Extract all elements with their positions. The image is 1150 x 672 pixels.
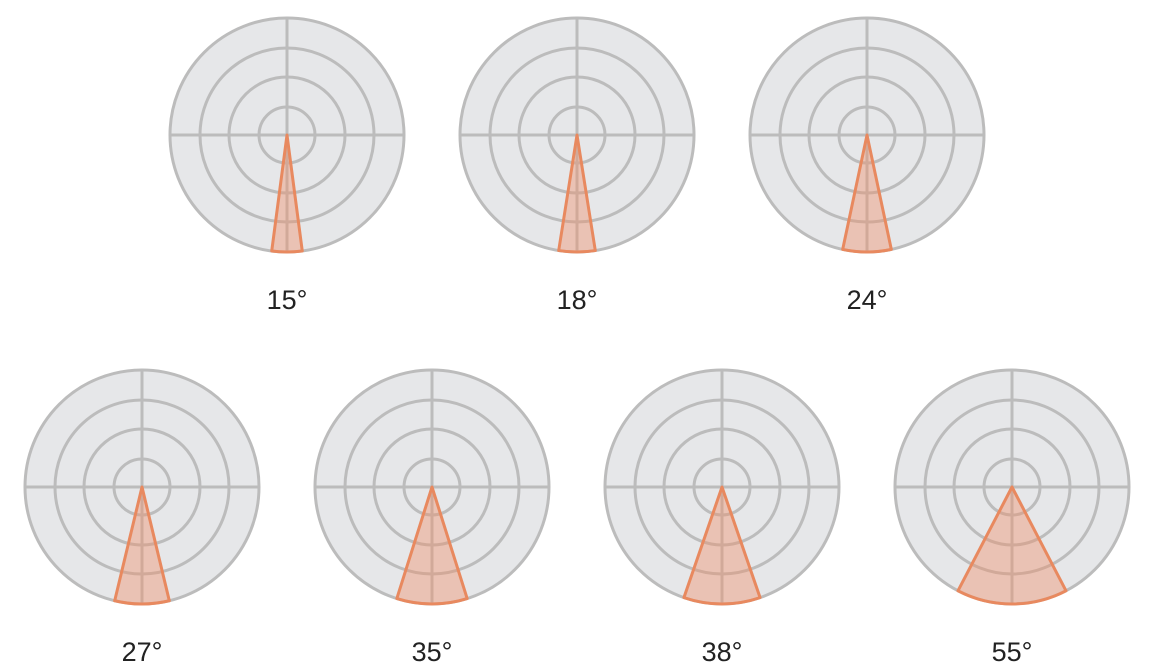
angle-label: 15° xyxy=(267,285,308,315)
beam-wedge xyxy=(682,485,762,606)
polar-diagram: 24° xyxy=(748,16,986,315)
polar-diagram: 15° xyxy=(168,16,406,315)
beam-wedge xyxy=(841,133,893,254)
polar-diagram: 18° xyxy=(458,16,696,315)
angle-label: 18° xyxy=(557,285,598,315)
beam-wedge xyxy=(270,133,304,254)
angle-label: 27° xyxy=(122,637,163,667)
beam-wedge xyxy=(557,133,597,254)
polar-diagram: 38° xyxy=(603,368,841,667)
beam-wedge xyxy=(956,485,1068,606)
angle-label: 35° xyxy=(412,637,453,667)
polar-diagram: 27° xyxy=(23,368,261,667)
polar-diagram: 55° xyxy=(893,368,1131,667)
beam-wedge xyxy=(113,485,171,606)
angle-label: 24° xyxy=(847,285,888,315)
angle-label: 38° xyxy=(702,637,743,667)
angle-label: 55° xyxy=(992,637,1033,667)
beam-wedge xyxy=(395,485,469,606)
polar-diagram: 35° xyxy=(313,368,551,667)
